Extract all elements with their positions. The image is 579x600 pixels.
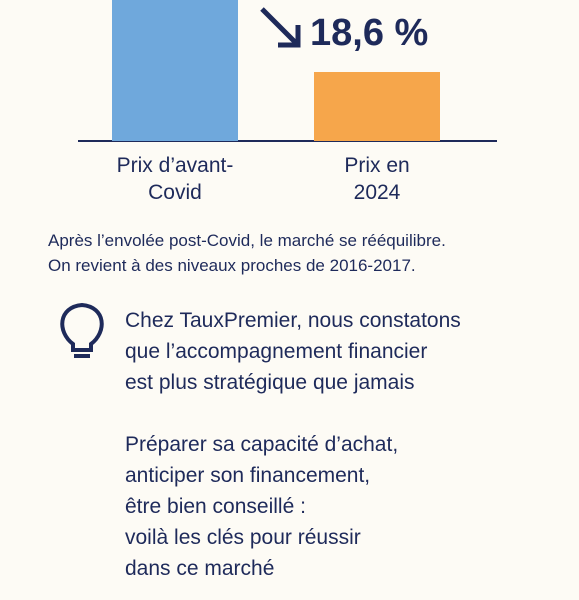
annotation: 18,6 % (310, 12, 429, 54)
paragraph-line: être bien conseillé : (125, 495, 306, 518)
caption-line: Après l’envolée post-Covid, le marché se… (48, 231, 446, 250)
caption-line: On revient à des niveaux proches de 2016… (48, 256, 416, 275)
x-tick-label: Prix d’avant- Covid (116, 154, 234, 204)
paragraph-line: Chez TauxPremier, nous constatons (125, 309, 461, 332)
paragraph-line: voilà les clés pour réussir (125, 526, 361, 549)
bar (314, 71, 440, 141)
paragraph-line: dans ce marché (125, 557, 275, 580)
x-tick-label: Prix en 2024 (344, 154, 410, 204)
paragraph-line: est plus stratégique que jamais (125, 371, 415, 394)
lightbulb-icon (60, 302, 104, 358)
bar (112, 0, 238, 141)
paragraph-line: que l’accompagnement financier (125, 340, 428, 363)
paragraph-line: anticiper son financement, (125, 464, 371, 487)
arrow (260, 7, 301, 48)
paragraph-line: Préparer sa capacité d’achat, (125, 433, 399, 456)
